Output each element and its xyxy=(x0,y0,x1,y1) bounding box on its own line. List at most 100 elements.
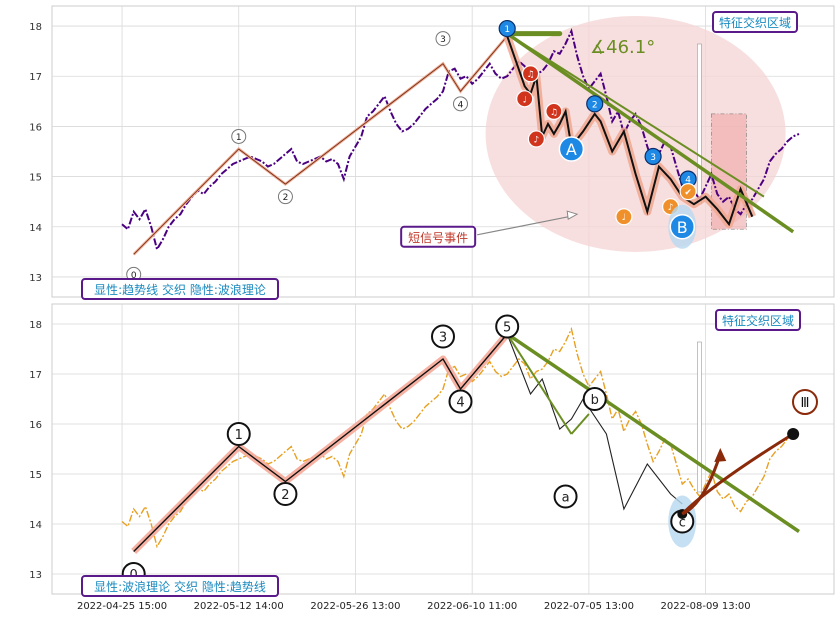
highlight-ellipse xyxy=(485,15,786,252)
event-marker xyxy=(545,102,563,120)
legend-label-box xyxy=(81,278,279,300)
x-tick-label: 2022-05-12 14:00 xyxy=(194,601,284,612)
wave-big-label: B xyxy=(677,218,688,237)
wave-label: 1 xyxy=(236,133,242,143)
event-marker xyxy=(615,208,633,226)
event-marker xyxy=(516,90,534,108)
x-tick-label: 2022-04-25 15:00 xyxy=(77,601,167,612)
plot-frame xyxy=(51,303,835,595)
forecast-arrow-head xyxy=(714,448,727,462)
wave-label: 0 xyxy=(131,271,137,281)
event-marker-label: ✔ xyxy=(684,188,692,198)
wave-label-circle xyxy=(226,422,251,446)
wave-label: 2 xyxy=(281,488,289,503)
event-marker xyxy=(498,19,516,38)
event-marker-label: ♩ xyxy=(622,213,626,223)
event-marker-label: 3 xyxy=(650,153,656,163)
correction-label-circle xyxy=(553,484,578,509)
wave-label: 3 xyxy=(439,331,447,346)
event-marker-label: ♫ xyxy=(550,108,558,118)
forecast-end-dot xyxy=(787,428,800,440)
x-tick-label: 2022-08-09 13:00 xyxy=(661,601,751,612)
forecast-arrow-2 xyxy=(681,453,722,516)
region-marker-bar xyxy=(697,341,702,493)
x-axis: 2022-04-25 15:00 2022-05-12 14:00 2022-05-… xyxy=(77,601,751,612)
event-marker xyxy=(527,130,545,148)
y-tick-label: 14 xyxy=(29,223,42,234)
top-panel: 131415161718∡46.1°0123451234♩♫♪♫♩♪✔AB短信号… xyxy=(29,5,835,300)
region-marker-bar xyxy=(697,43,702,205)
y-tick-label: 18 xyxy=(29,320,42,331)
y-tick-label: 15 xyxy=(29,173,42,184)
wave-label-circle xyxy=(231,128,247,144)
wave-label-circle xyxy=(431,324,455,349)
correction-label: c xyxy=(679,516,686,531)
correction-label-circle xyxy=(582,387,607,411)
y-tick-label: 18 xyxy=(29,22,42,33)
wave-label-circle xyxy=(435,31,451,47)
correction-label: a xyxy=(562,491,570,506)
x-tick-label: 2022-06-10 11:00 xyxy=(427,601,517,612)
event-marker-label: 2 xyxy=(592,100,598,110)
y-tick-label: 13 xyxy=(29,570,42,581)
wave-line xyxy=(133,35,508,255)
wave-label-circle xyxy=(448,389,473,414)
event-marker-label: ♪ xyxy=(533,135,539,145)
y-tick-label: 17 xyxy=(29,370,42,381)
event-arrow xyxy=(477,215,572,236)
trendline xyxy=(506,333,573,435)
wave-big-circle xyxy=(669,214,696,240)
event-marker xyxy=(644,147,662,166)
wave-line xyxy=(133,333,508,552)
event-marker-label: 1 xyxy=(504,25,510,35)
y-tick-label: 14 xyxy=(29,520,42,531)
angle-label: ∡46.1° xyxy=(590,37,655,58)
event-marker xyxy=(521,65,540,83)
price-series-line xyxy=(121,326,800,549)
event-arrow-head xyxy=(566,210,579,220)
y-tick-label: 15 xyxy=(29,470,42,481)
region-label-box xyxy=(715,309,801,331)
wave-label: 4 xyxy=(456,396,464,411)
wave-label-circle xyxy=(277,189,293,205)
wave-label: 2 xyxy=(283,193,289,203)
wave-label: 5 xyxy=(503,321,511,336)
wave-label: 4 xyxy=(458,100,464,110)
wave-label: 3 xyxy=(440,35,446,45)
x-tick-label: 2022-05-26 13:00 xyxy=(310,601,400,612)
trendline xyxy=(506,32,795,234)
event-marker-label: ♫ xyxy=(526,70,534,80)
y-tick-label: 16 xyxy=(29,420,42,431)
wave-label: 1 xyxy=(235,428,243,443)
wave-label-circle xyxy=(453,96,469,112)
event-label-box xyxy=(400,225,477,248)
event-marker xyxy=(679,183,697,201)
y-tick-label: 13 xyxy=(29,273,42,284)
y-tick-label: 17 xyxy=(29,72,42,83)
legend-label: 显性:趋势线 交织 隐性:波浪理论 xyxy=(94,282,266,297)
event-label: 短信号事件 xyxy=(408,231,468,245)
forecast-arrow xyxy=(681,432,794,516)
wave-label-circle xyxy=(273,482,298,506)
event-marker-label: ♩ xyxy=(523,95,527,105)
legend-label-box xyxy=(81,575,279,597)
forecast-label: Ⅲ xyxy=(801,396,810,411)
region-label-box xyxy=(712,11,798,33)
trendline xyxy=(506,333,783,520)
trendline xyxy=(570,413,590,435)
bottom-panel: 131415161718012345abcⅢ特征交织区域显性:波浪理论 交织 隐… xyxy=(29,303,835,597)
trendline xyxy=(506,32,765,198)
event-marker-label: 4 xyxy=(685,176,691,186)
region-label: 特征交织区域 xyxy=(719,15,791,30)
x-tick-label: 2022-07-05 13:00 xyxy=(544,601,634,612)
event-marker-label: ♪ xyxy=(668,203,674,213)
wave-big-circle xyxy=(558,136,585,162)
event-marker xyxy=(586,95,604,113)
region-label: 特征交织区域 xyxy=(722,313,794,328)
forecast-label-circle xyxy=(792,389,818,415)
y-tick-label: 16 xyxy=(29,122,42,133)
correction-label: b xyxy=(591,393,599,408)
wave-big-label: A xyxy=(566,140,577,159)
